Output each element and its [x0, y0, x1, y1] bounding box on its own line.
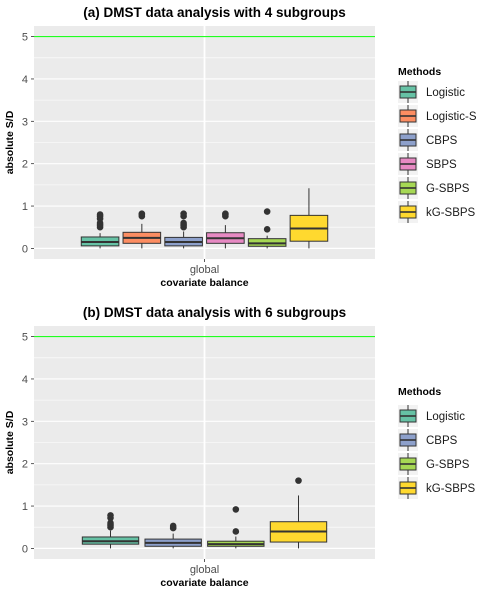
outlier-point	[96, 211, 104, 218]
outlier-point	[295, 477, 302, 484]
box-kg-sbps	[269, 477, 328, 549]
outlier-point	[263, 208, 271, 215]
box-g-sbps	[207, 506, 265, 549]
legend-key-cbps	[398, 129, 418, 151]
legend-label-cbps: CBPS	[426, 435, 458, 447]
box-sbps	[206, 210, 245, 249]
legend-key-logistic-s	[398, 105, 418, 127]
y-axis-label: absolute S/D	[4, 110, 16, 174]
y-tick-label: 1	[22, 501, 28, 513]
outlier-point	[180, 210, 187, 217]
y-tick-label: 5	[22, 332, 28, 344]
legend: Methods Logistic CBPS G-SBPS kG-SBPS	[398, 386, 476, 499]
y-tick-label: 2	[22, 159, 28, 171]
chart-title: (a) DMST data analysis with 4 subgroups	[83, 5, 346, 20]
legend-label-logistic: Logistic	[426, 87, 465, 99]
legend-title: Methods	[398, 386, 441, 398]
legend-label-logistic-s: Logistic-S	[426, 111, 477, 123]
legend-label-sbps: SBPS	[426, 159, 457, 171]
x-axis-label: covariate balance	[160, 577, 248, 589]
legend-key-sbps	[398, 153, 418, 175]
box-g-sbps	[247, 208, 287, 249]
legend-key-logistic	[398, 405, 418, 427]
y-tick-label: 3	[22, 416, 28, 428]
legend-title: Methods	[398, 66, 441, 78]
legend-key-cbps	[398, 429, 418, 451]
y-tick-label: 0	[22, 243, 28, 255]
x-axis-label: covariate balance	[160, 277, 248, 289]
box-logistic-s	[122, 210, 162, 249]
chart-panel-b: (b) DMST data analysis with 6 subgroups 0…	[4, 305, 476, 589]
chart-title: (b) DMST data analysis with 6 subgroups	[83, 305, 346, 320]
legend-label-cbps: CBPS	[426, 135, 458, 147]
chart-panel-a: (a) DMST data analysis with 4 subgroups 0…	[4, 5, 477, 289]
outlier-point	[222, 210, 229, 217]
outlier-point	[263, 226, 271, 233]
y-tick-label: 1	[22, 201, 28, 213]
box-kg-sbps	[289, 188, 329, 249]
outlier-point	[107, 519, 114, 527]
outlier-point	[232, 528, 240, 535]
legend: Methods Logistic Logistic-S CBPS SBPS G-SBPS k…	[398, 66, 477, 223]
y-axis-label: absolute S/D	[4, 410, 16, 474]
y-tick-label: 4	[22, 74, 28, 86]
outlier-point	[107, 512, 114, 519]
legend-key-g-sbps	[398, 177, 418, 199]
outlier-point	[180, 219, 187, 227]
x-tick-label: global	[190, 264, 219, 276]
legend-key-kg-sbps	[398, 477, 418, 499]
legend-key-kg-sbps	[398, 201, 418, 223]
x-tick-label: global	[190, 564, 219, 576]
y-tick-label: 3	[22, 116, 28, 128]
legend-label-kg-sbps: kG-SBPS	[426, 207, 476, 219]
legend-label-kg-sbps: kG-SBPS	[426, 483, 476, 495]
outlier-point	[138, 210, 146, 217]
y-tick-label: 4	[22, 374, 28, 386]
outlier-point	[232, 506, 240, 513]
legend-label-g-sbps: G-SBPS	[426, 183, 470, 195]
legend-label-g-sbps: G-SBPS	[426, 459, 470, 471]
legend-key-logistic	[398, 81, 418, 103]
box-cbps	[164, 210, 203, 249]
box-logistic	[80, 211, 120, 249]
y-tick-label: 2	[22, 459, 28, 471]
legend-key-g-sbps	[398, 453, 418, 475]
y-tick-label: 5	[22, 32, 28, 44]
outlier-point	[169, 522, 177, 530]
box-logistic	[81, 512, 140, 549]
y-tick-label: 0	[22, 543, 28, 555]
legend-label-logistic: Logistic	[426, 411, 465, 423]
box-cbps	[144, 522, 202, 549]
